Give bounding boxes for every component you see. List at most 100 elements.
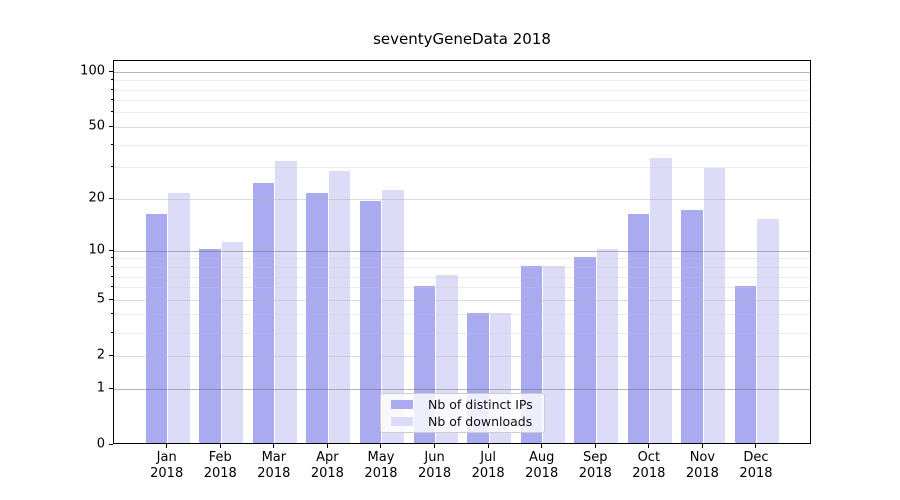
legend-swatch-downloads — [391, 416, 413, 426]
y-tick-mark-20 — [109, 197, 113, 199]
legend-item-distinct-ips: Nb of distinct IPs — [387, 397, 538, 413]
x-tick-label-jan: Jan 2018 — [135, 450, 199, 482]
y-tick-label-20: 20 — [88, 190, 105, 206]
x-tick-label-line: Jul — [480, 450, 496, 465]
x-tick-label-line: 2018 — [685, 466, 719, 481]
gridline-major-20 — [114, 198, 810, 200]
x-tick-label-feb: Feb 2018 — [188, 450, 252, 482]
x-tick-label-jun: Jun 2018 — [403, 450, 467, 482]
x-tick-label-apr: Apr 2018 — [295, 450, 359, 482]
y-tick-mark-10 — [109, 249, 113, 251]
bar-downloads-dec — [757, 219, 779, 443]
x-tick-label-line: Nov — [689, 450, 716, 465]
bar-downloads-oct — [650, 158, 672, 443]
x-tick-mark-jun — [434, 444, 436, 448]
bar-distinct-ips-may — [359, 201, 382, 443]
bar-downloads-sep — [596, 249, 619, 443]
gridline-power-10 — [114, 250, 810, 252]
gridline-power-100 — [114, 71, 810, 73]
gridline-major-5 — [114, 299, 810, 301]
x-tick-label-line: Apr — [316, 450, 339, 465]
y-tick-label-1: 1 — [96, 380, 105, 396]
y-tick-label-50: 50 — [88, 118, 105, 134]
grid-layer — [114, 61, 810, 443]
bar-downloads-nov — [703, 168, 726, 443]
bar-distinct-ips-sep — [574, 257, 596, 443]
x-tick-label-line: Sep — [582, 450, 608, 465]
x-tick-label-line: Dec — [743, 450, 769, 465]
x-tick-label-jul: Jul 2018 — [456, 450, 520, 482]
gridline-minor-60 — [114, 112, 810, 114]
y-minor-tick-mark-3 — [110, 331, 113, 333]
x-tick-mark-aug — [541, 444, 543, 448]
y-minor-tick-mark-40 — [110, 143, 113, 145]
x-tick-label-nov: Nov 2018 — [670, 450, 734, 482]
x-tick-label-line: Oct — [637, 450, 661, 465]
bar-distinct-ips-feb — [199, 249, 221, 443]
y-tick-label-100: 100 — [80, 63, 105, 79]
gridline-minor-3 — [114, 332, 810, 334]
x-tick-label-line: 2018 — [310, 466, 344, 481]
x-tick-mark-sep — [594, 444, 596, 448]
gridline-minor-90 — [114, 80, 810, 82]
x-tick-label-line: Aug — [528, 450, 555, 465]
gridline-minor-8 — [114, 267, 810, 268]
x-tick-label-line: Feb — [208, 450, 232, 465]
gridline-minor-9 — [114, 258, 810, 260]
x-tick-mark-mar — [273, 444, 275, 448]
gridline-power-1 — [114, 388, 810, 390]
y-minor-tick-mark-6 — [110, 286, 113, 288]
x-tick-label-line: 2018 — [578, 466, 612, 481]
y-minor-tick-mark-90 — [110, 79, 113, 81]
x-tick-label-line: 2018 — [257, 466, 291, 481]
bar-distinct-ips-nov — [681, 209, 703, 443]
y-tick-mark-5 — [109, 298, 113, 300]
y-minor-tick-mark-70 — [110, 99, 113, 101]
x-tick-label-line: 2018 — [739, 466, 773, 481]
chart-title: seventyGeneData 2018 — [373, 30, 551, 48]
x-tick-mark-jan — [166, 444, 168, 448]
legend-item-downloads: Nb of downloads — [387, 413, 538, 429]
gridline-minor-30 — [114, 167, 810, 169]
x-tick-label-line: 2018 — [525, 466, 559, 481]
y-tick-mark-0 — [109, 443, 113, 445]
y-minor-tick-mark-80 — [110, 88, 113, 90]
gridline-minor-80 — [114, 89, 810, 91]
bar-downloads-jan — [168, 193, 190, 443]
x-tick-label-line: Jan — [156, 450, 177, 465]
y-tick-mark-1 — [109, 387, 113, 389]
bar-downloads-feb — [221, 242, 244, 443]
bar-downloads-apr — [328, 171, 351, 443]
x-tick-mark-apr — [326, 444, 328, 448]
x-tick-mark-jul — [487, 444, 489, 448]
legend: Nb of distinct IPs Nb of downloads — [380, 393, 545, 433]
x-tick-label-dec: Dec 2018 — [724, 450, 788, 482]
gridline-major-2 — [114, 355, 810, 357]
y-minor-tick-mark-8 — [110, 266, 113, 267]
bar-distinct-ips-oct — [627, 214, 650, 443]
bar-distinct-ips-jan — [145, 214, 168, 443]
bar-downloads-aug — [543, 265, 565, 443]
x-tick-label-line: 2018 — [471, 466, 505, 481]
x-tick-mark-feb — [219, 444, 221, 448]
y-tick-mark-2 — [109, 354, 113, 356]
x-tick-label-line: Jun — [424, 450, 445, 465]
x-tick-label-mar: Mar 2018 — [242, 450, 306, 482]
x-tick-label-line: Mar — [261, 450, 287, 465]
x-tick-mark-may — [380, 444, 382, 448]
gridline-minor-6 — [114, 287, 810, 289]
x-tick-label-aug: Aug 2018 — [510, 450, 574, 482]
legend-label-distinct-ips: Nb of distinct IPs — [428, 397, 533, 413]
gridline-major-50 — [114, 126, 810, 128]
x-tick-label-line: 2018 — [150, 466, 184, 481]
x-tick-label-line: 2018 — [203, 466, 237, 481]
y-tick-mark-50 — [109, 125, 113, 127]
y-tick-label-2: 2 — [96, 347, 105, 363]
x-tick-label-line: 2018 — [632, 466, 666, 481]
gridline-minor-4 — [114, 314, 810, 316]
y-tick-label-5: 5 — [96, 291, 105, 307]
legend-swatch-distinct-ips — [391, 400, 413, 410]
gridline-minor-70 — [114, 100, 810, 102]
y-minor-tick-mark-4 — [110, 313, 113, 315]
